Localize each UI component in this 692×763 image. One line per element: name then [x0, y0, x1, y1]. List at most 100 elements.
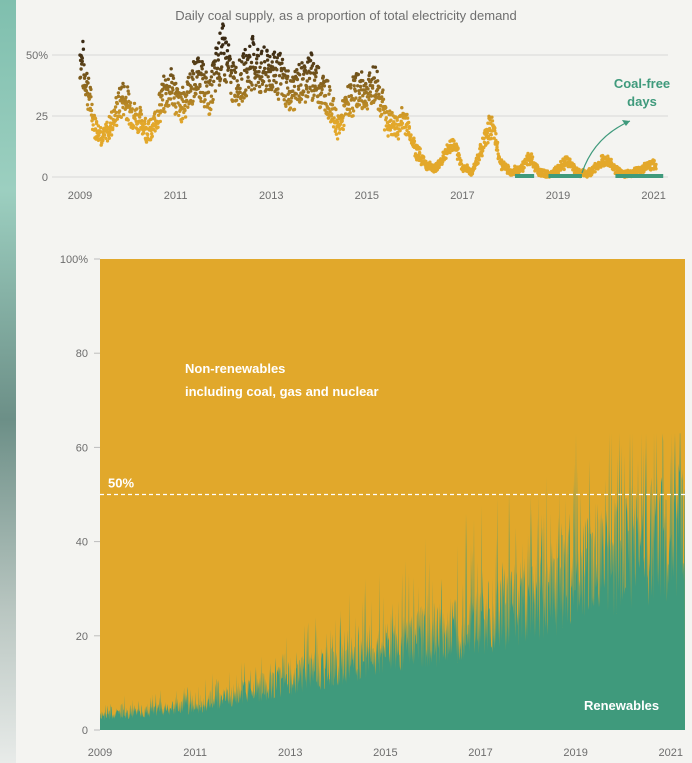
coal-dot [105, 130, 109, 134]
coal-dot [174, 105, 178, 109]
coal-dot [263, 60, 267, 64]
coal-dot [240, 99, 244, 103]
coal-dot [294, 92, 298, 96]
coal-dot [150, 132, 154, 136]
coal-dot [283, 94, 288, 98]
coal-dot [229, 91, 233, 96]
coal-dot [117, 109, 122, 113]
coal-dot [331, 125, 336, 129]
reference-line-label: 50% [108, 476, 134, 491]
coal-dot [358, 96, 362, 100]
coal-dot [428, 160, 432, 164]
coal-dot [121, 105, 125, 110]
coal-dot [407, 120, 411, 125]
coal-dot [210, 83, 214, 87]
coal-dot [213, 59, 218, 63]
coal-dot [377, 92, 381, 97]
coal-dot [105, 120, 109, 125]
coal-dot [114, 110, 118, 115]
coal-dot [322, 84, 327, 88]
coal-dot [233, 94, 237, 99]
coal-dot [291, 89, 295, 93]
coal-dot [312, 78, 317, 82]
coal-dot [289, 99, 293, 104]
coal-dot [266, 67, 270, 71]
coal-dot [85, 71, 89, 76]
coal-dot [412, 139, 417, 143]
annotation-line-1: Coal-free [614, 76, 670, 91]
coal-dot [341, 127, 345, 132]
coal-dot [112, 108, 117, 112]
coal-dot [97, 133, 101, 137]
coal-dot [228, 74, 232, 78]
coal-dot [276, 97, 281, 101]
coal-dot [349, 86, 353, 90]
coal-dot [377, 85, 382, 90]
bottom-x-tick: 2015 [373, 747, 397, 759]
bottom-y-tick: 60 [76, 442, 88, 454]
coal-dot [139, 112, 144, 116]
top-x-tick: 2013 [259, 190, 283, 202]
coal-dot [190, 102, 195, 106]
coal-dot [407, 126, 411, 130]
coal-dot [203, 98, 207, 102]
coal-dot [166, 77, 170, 82]
coal-dot [286, 74, 290, 79]
coal-dot [337, 131, 341, 135]
coal-dot [79, 67, 83, 71]
coal-dot [489, 136, 493, 141]
coal-dot [263, 66, 267, 71]
annotation-arrow [581, 120, 631, 174]
coal-dot [85, 103, 90, 107]
coal-dot [236, 83, 240, 88]
coal-dot [280, 57, 285, 62]
coal-dot [288, 106, 293, 110]
coal-dot [152, 116, 157, 121]
coal-dot [171, 88, 175, 92]
coal-dot [222, 73, 227, 77]
coal-dot [384, 105, 388, 110]
coal-dot [506, 165, 511, 169]
coal-dot [105, 139, 110, 143]
coal-dot [189, 87, 193, 91]
coal-dot [270, 60, 274, 64]
coal-dot [308, 71, 313, 75]
coal-dot [251, 34, 255, 39]
coal-dot [183, 115, 188, 119]
coal-dot [380, 95, 384, 99]
coal-dot [205, 84, 209, 88]
coal-supply-chart: 50% 25 0 2009 2011 2013 2015 2017 2019 2021 Coal-f… [26, 22, 670, 202]
coal-dot [253, 66, 258, 70]
coal-dot [444, 156, 448, 160]
coal-dot [396, 137, 401, 141]
coal-dot [174, 110, 179, 115]
coal-dot [382, 128, 387, 132]
coal-dot [378, 107, 382, 111]
coal-dot [396, 133, 400, 137]
coal-dot [652, 159, 656, 163]
coal-dot [234, 98, 239, 103]
coal-dot [276, 91, 280, 95]
coal-dot [225, 49, 230, 53]
top-x-tick: 2019 [546, 190, 570, 202]
coal-dot [268, 54, 272, 59]
annotation-line-2: days [627, 94, 657, 109]
coal-dot [303, 68, 308, 73]
coal-dot [86, 81, 90, 85]
coal-dot [292, 84, 297, 89]
coal-dot [144, 140, 149, 144]
coal-dot [307, 76, 312, 81]
coal-dot [286, 69, 290, 73]
coal-dot [104, 136, 108, 140]
coal-dot [473, 166, 477, 170]
coal-dot [499, 158, 504, 162]
coal-dot [159, 103, 164, 107]
coal-dot [381, 97, 386, 102]
coal-dot [351, 109, 356, 113]
coal-dot [218, 77, 223, 81]
renewables-label: Renewables [584, 698, 659, 713]
coal-dot [121, 81, 125, 86]
coal-dot [226, 66, 231, 70]
coal-dot [354, 96, 358, 100]
coal-dot [150, 134, 154, 138]
